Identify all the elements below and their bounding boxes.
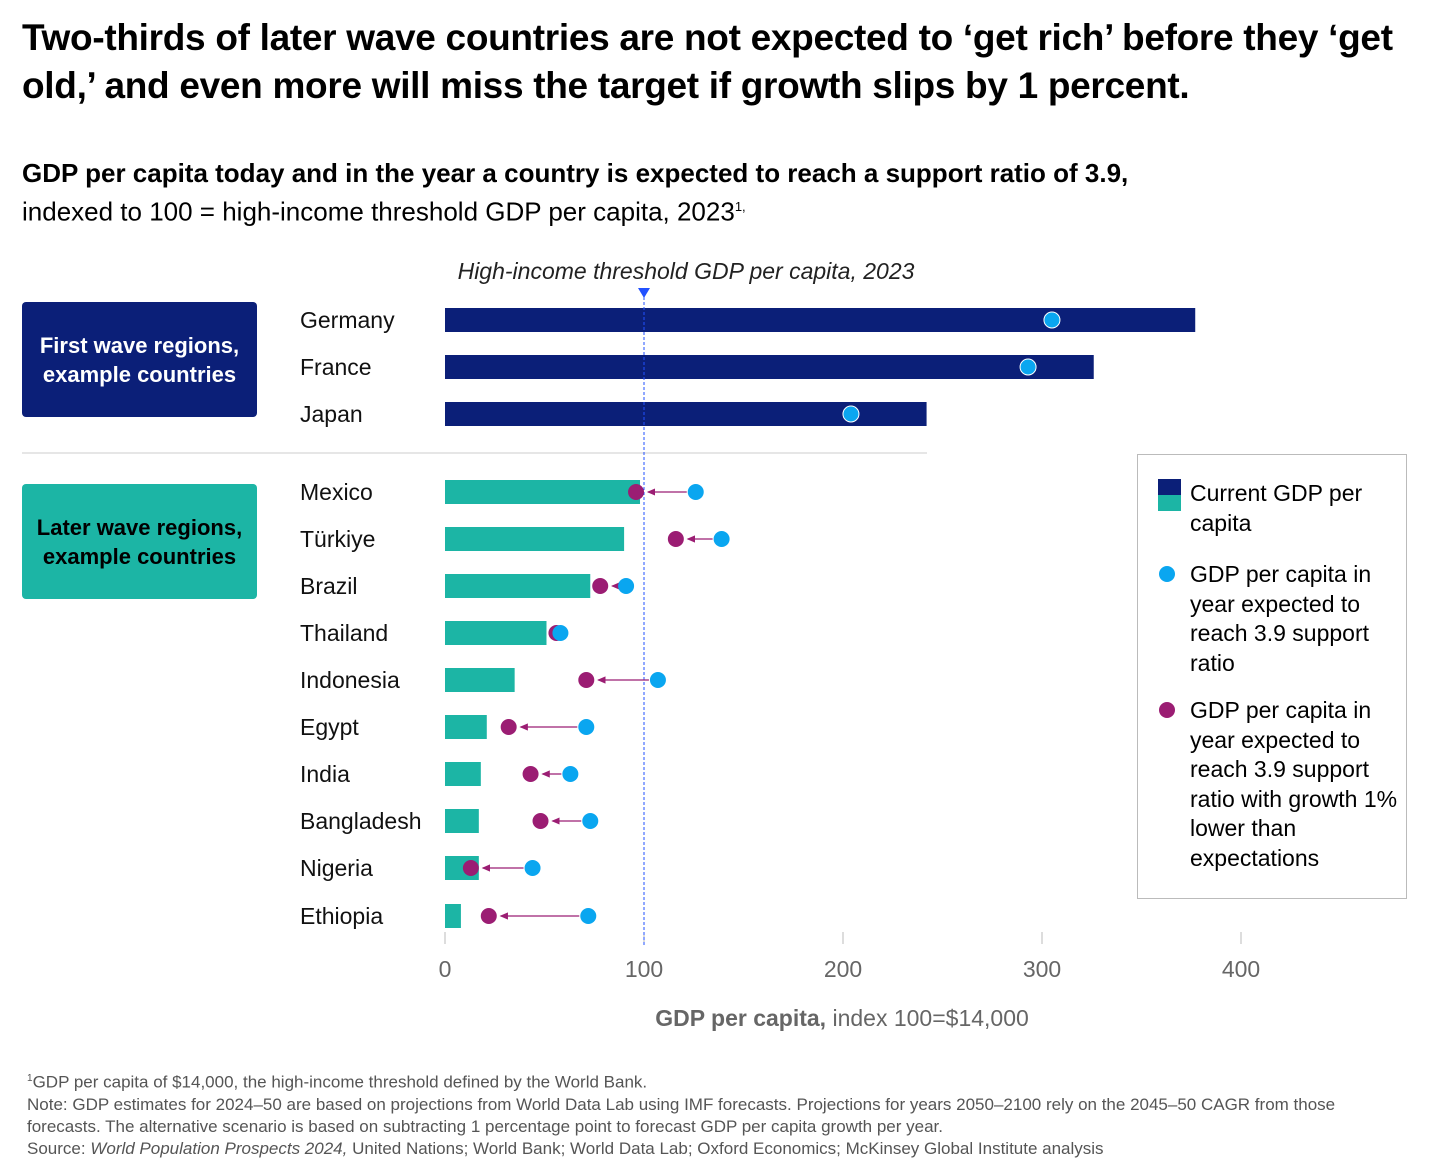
x-tick-label: 100 xyxy=(625,956,663,982)
dot-expected-germany xyxy=(1043,311,1061,329)
bar-current-brazil xyxy=(445,574,591,598)
dot-expected-india xyxy=(562,766,579,782)
country-label: Indonesia xyxy=(300,667,400,693)
x-tick-label: 300 xyxy=(1023,956,1061,982)
country-label: Brazil xyxy=(300,573,358,599)
country-label: India xyxy=(300,761,350,787)
subtitle-bold: GDP per capita today and in the year a c… xyxy=(22,158,1129,188)
dot-lower-indonesia xyxy=(578,672,595,688)
x-tick-label: 200 xyxy=(824,956,862,982)
source-label: Source: xyxy=(27,1138,91,1158)
dot-lower-türkiye xyxy=(667,531,684,547)
x-tick-label: 0 xyxy=(439,956,452,982)
dot-expected-indonesia xyxy=(649,672,666,688)
source-rest: United Nations; World Bank; World Data L… xyxy=(347,1138,1104,1158)
bar-current-türkiye xyxy=(445,527,625,551)
dot-expected-thailand xyxy=(552,625,569,641)
dot-lower-nigeria xyxy=(462,860,479,876)
country-label: Mexico xyxy=(300,479,373,505)
legend-item-current: Current GDP per capita xyxy=(1158,479,1400,538)
dot-expected-nigeria xyxy=(524,860,541,876)
dot-lower-bangladesh xyxy=(532,813,549,829)
chart-title: Two-thirds of later wave countries are n… xyxy=(22,17,1393,106)
dot-expected-france xyxy=(1019,358,1037,376)
bar-current-germany xyxy=(445,308,1196,332)
footnote-1: 1GDP per capita of $14,000, the high-inc… xyxy=(27,1068,1397,1094)
subtitle-regular: indexed to 100 = high-income threshold G… xyxy=(22,196,735,227)
threshold-label: High-income threshold GDP per capita, 20… xyxy=(458,258,915,284)
dot-expected-egypt xyxy=(578,719,595,735)
chart-subtitle: GDP per capita today and in the year a c… xyxy=(22,156,1128,229)
bar-current-ethiopia xyxy=(445,904,461,928)
dot-lower-brazil xyxy=(592,578,609,594)
legend-item-lower: GDP per capita in year expected to reach… xyxy=(1159,696,1400,873)
legend-swatch-current xyxy=(1158,479,1181,511)
dot-lower-egypt xyxy=(500,719,517,735)
country-label: Egypt xyxy=(300,714,359,740)
legend-label-expected: GDP per capita in year expected to reach… xyxy=(1190,561,1372,676)
bar-current-indonesia xyxy=(445,668,515,692)
country-label: Ethiopia xyxy=(300,903,383,929)
footnote-note: Note: GDP estimates for 2024–50 are base… xyxy=(27,1094,1336,1136)
dot-lower-mexico xyxy=(628,484,645,500)
country-label: Bangladesh xyxy=(300,808,422,834)
country-label: France xyxy=(300,354,372,380)
country-label: Thailand xyxy=(300,620,388,646)
first-wave-label: First wave regions, example countries xyxy=(22,302,257,417)
country-label: Germany xyxy=(300,307,395,333)
country-label: Türkiye xyxy=(300,526,375,552)
footnotes: 1GDP per capita of $14,000, the high-inc… xyxy=(27,1068,1397,1160)
subtitle-sup: 1, xyxy=(734,199,746,214)
footnote-1-text: GDP per capita of $14,000, the high-inco… xyxy=(32,1072,648,1092)
dot-expected-ethiopia xyxy=(580,908,597,924)
x-axis-label-rest: index 100=$14,000 xyxy=(826,1005,1029,1031)
x-axis-label: GDP per capita, index 100=$14,000 xyxy=(655,1005,1029,1031)
source-italic: World Population Prospects 2024, xyxy=(90,1138,348,1158)
dot-lower-ethiopia xyxy=(480,908,497,924)
legend-dot-expected xyxy=(1159,566,1175,582)
dot-expected-bangladesh xyxy=(582,813,599,829)
dot-expected-japan xyxy=(842,405,860,423)
country-label: Japan xyxy=(300,401,363,427)
bar-current-bangladesh xyxy=(445,809,479,833)
footnote-source: Source: World Population Prospects 2024,… xyxy=(27,1138,1397,1160)
dot-expected-mexico xyxy=(687,484,704,500)
dot-lower-india xyxy=(522,766,539,782)
bar-current-france xyxy=(445,355,1094,379)
legend-label-lower: GDP per capita in year expected to reach… xyxy=(1190,697,1398,871)
dot-expected-brazil xyxy=(618,578,635,594)
legend-dot-lower xyxy=(1159,702,1175,718)
x-tick-label: 400 xyxy=(1222,956,1260,982)
bar-current-india xyxy=(445,762,481,786)
threshold-marker-icon xyxy=(638,288,650,298)
later-wave-label: Later wave regions, example countries xyxy=(22,484,257,599)
legend: Current GDP per capita GDP per capita in… xyxy=(1137,454,1407,899)
x-axis-label-bold: GDP per capita, xyxy=(655,1005,826,1031)
dot-expected-türkiye xyxy=(713,531,730,547)
bar-current-egypt xyxy=(445,715,487,739)
legend-item-expected: GDP per capita in year expected to reach… xyxy=(1159,560,1400,678)
bar-current-thailand xyxy=(445,621,547,645)
legend-label-current: Current GDP per capita xyxy=(1190,480,1363,536)
bar-current-mexico xyxy=(445,480,641,504)
country-label: Nigeria xyxy=(300,855,373,881)
footnote-sup: 1 xyxy=(27,1073,33,1084)
